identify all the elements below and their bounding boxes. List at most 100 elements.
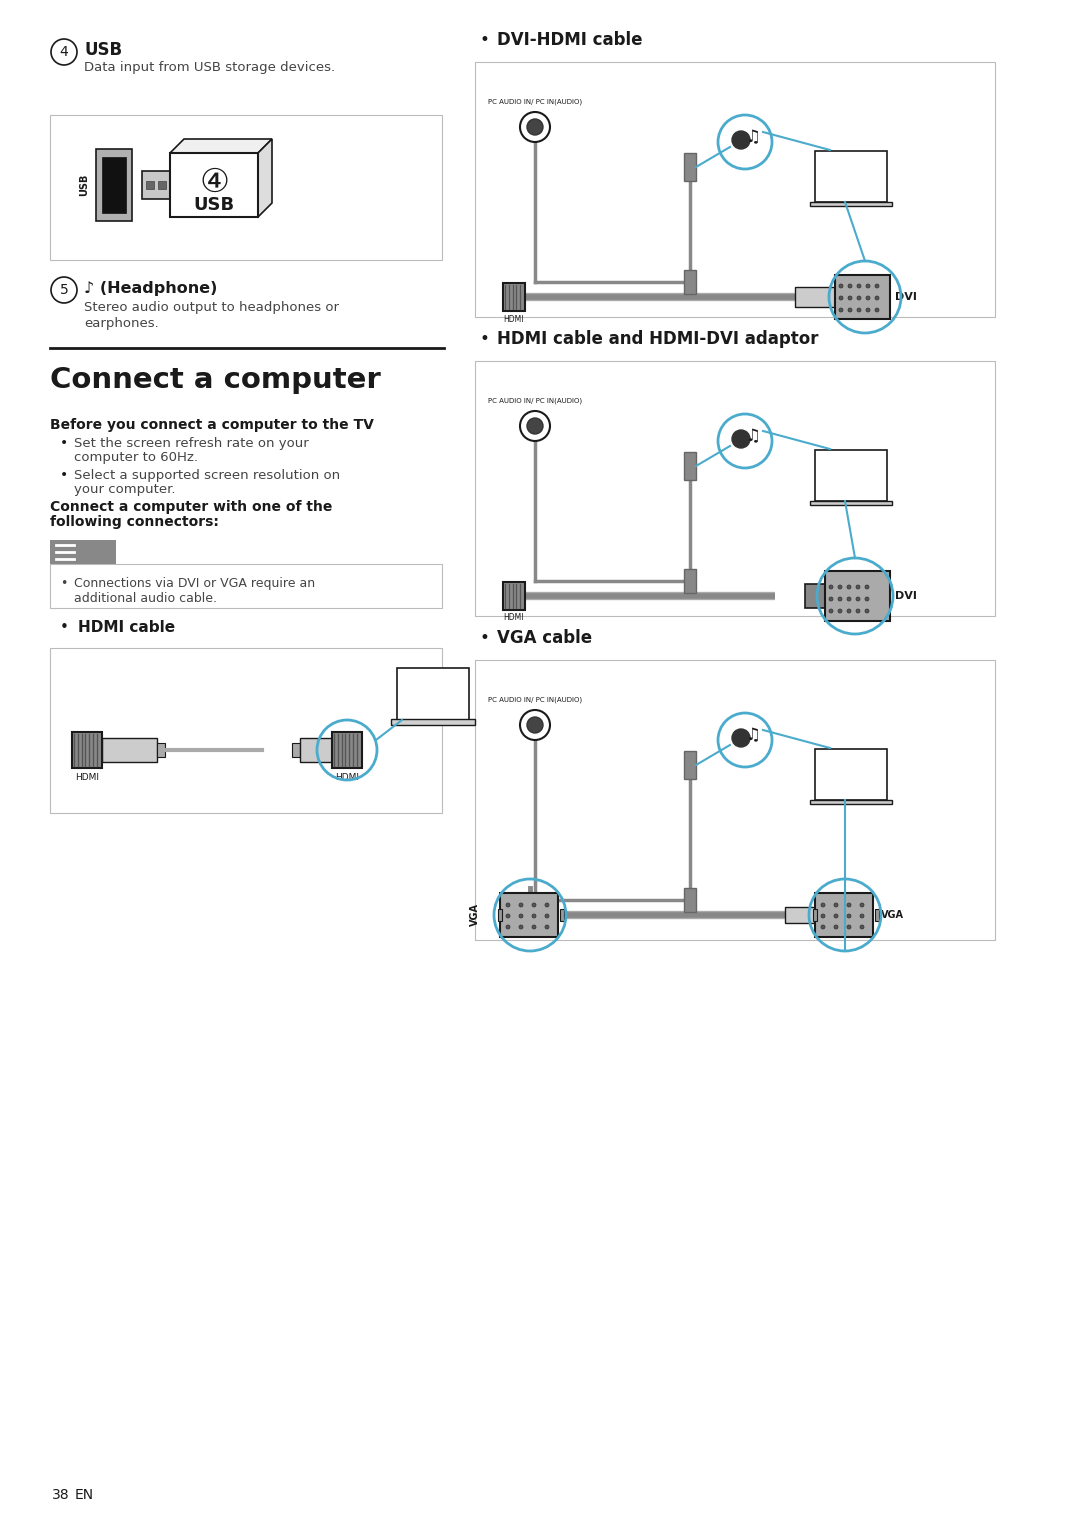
Circle shape bbox=[860, 902, 864, 907]
Bar bbox=[146, 182, 154, 189]
Text: •: • bbox=[60, 437, 68, 450]
Circle shape bbox=[519, 710, 550, 741]
Circle shape bbox=[532, 925, 536, 928]
Text: HDMI cable and HDMI-DVI adaptor: HDMI cable and HDMI-DVI adaptor bbox=[497, 330, 819, 348]
Circle shape bbox=[838, 597, 842, 602]
Text: •: • bbox=[480, 330, 490, 348]
Circle shape bbox=[507, 902, 510, 907]
Bar bbox=[795, 287, 837, 307]
Circle shape bbox=[839, 284, 843, 289]
Bar bbox=[815, 151, 887, 202]
Text: DVI: DVI bbox=[895, 591, 917, 602]
Polygon shape bbox=[170, 139, 272, 153]
Circle shape bbox=[875, 284, 879, 289]
Text: ♫: ♫ bbox=[745, 725, 760, 744]
Text: USB: USB bbox=[84, 41, 122, 60]
Bar bbox=[141, 171, 170, 199]
Text: Note: Note bbox=[82, 545, 111, 559]
Circle shape bbox=[866, 296, 870, 299]
Circle shape bbox=[847, 915, 851, 918]
Text: computer to 60Hz.: computer to 60Hz. bbox=[75, 452, 198, 464]
Circle shape bbox=[821, 902, 825, 907]
Circle shape bbox=[527, 119, 543, 134]
Bar bbox=[810, 800, 892, 805]
Text: HDMI: HDMI bbox=[503, 315, 524, 324]
Circle shape bbox=[519, 915, 523, 918]
Text: your computer.: your computer. bbox=[75, 484, 175, 496]
Text: •: • bbox=[60, 620, 69, 635]
Circle shape bbox=[856, 597, 860, 602]
Circle shape bbox=[519, 411, 550, 441]
Bar bbox=[684, 452, 696, 479]
Circle shape bbox=[829, 597, 833, 602]
Circle shape bbox=[532, 902, 536, 907]
Text: Connect a computer: Connect a computer bbox=[50, 366, 381, 394]
Circle shape bbox=[51, 40, 77, 66]
Bar bbox=[50, 563, 442, 608]
Text: PC AUDIO IN/ PC IN(AUDIO): PC AUDIO IN/ PC IN(AUDIO) bbox=[488, 696, 582, 704]
Text: PC AUDIO IN/ PC IN(AUDIO): PC AUDIO IN/ PC IN(AUDIO) bbox=[488, 397, 582, 405]
Bar bbox=[815, 893, 873, 938]
Bar bbox=[157, 744, 165, 757]
Text: Select a supported screen resolution on: Select a supported screen resolution on bbox=[75, 469, 340, 481]
Bar bbox=[561, 909, 564, 921]
Circle shape bbox=[519, 925, 523, 928]
Bar bbox=[498, 909, 502, 921]
Circle shape bbox=[875, 296, 879, 299]
Bar bbox=[825, 571, 890, 621]
Circle shape bbox=[838, 585, 842, 589]
Text: HDMI: HDMI bbox=[75, 774, 99, 782]
Circle shape bbox=[821, 915, 825, 918]
Circle shape bbox=[51, 276, 77, 302]
Circle shape bbox=[860, 915, 864, 918]
Text: USB: USB bbox=[193, 195, 234, 214]
Bar bbox=[391, 719, 475, 725]
Text: ④: ④ bbox=[199, 165, 229, 199]
Circle shape bbox=[829, 585, 833, 589]
Circle shape bbox=[858, 284, 861, 289]
Bar bbox=[96, 150, 132, 221]
Circle shape bbox=[829, 609, 833, 612]
Text: 5: 5 bbox=[59, 282, 68, 296]
Circle shape bbox=[732, 431, 750, 447]
Text: Data input from USB storage devices.: Data input from USB storage devices. bbox=[84, 61, 335, 75]
Bar bbox=[810, 501, 892, 505]
Text: •: • bbox=[60, 577, 67, 591]
Text: •: • bbox=[60, 467, 68, 483]
Circle shape bbox=[527, 718, 543, 733]
Bar bbox=[158, 182, 166, 189]
Text: Connect a computer with one of the: Connect a computer with one of the bbox=[50, 499, 333, 515]
Bar bbox=[684, 270, 696, 295]
Circle shape bbox=[527, 418, 543, 434]
Bar bbox=[72, 731, 102, 768]
Text: USB: USB bbox=[79, 174, 89, 195]
Text: additional audio cable.: additional audio cable. bbox=[75, 592, 217, 606]
Circle shape bbox=[856, 609, 860, 612]
Bar bbox=[503, 282, 525, 312]
Circle shape bbox=[519, 111, 550, 142]
Bar bbox=[50, 115, 442, 260]
Bar bbox=[102, 157, 126, 212]
Circle shape bbox=[839, 296, 843, 299]
Bar bbox=[102, 738, 157, 762]
Text: ♫: ♫ bbox=[745, 428, 760, 444]
Polygon shape bbox=[258, 139, 272, 217]
Circle shape bbox=[865, 585, 869, 589]
Text: earphones.: earphones. bbox=[84, 316, 159, 330]
Text: VGA: VGA bbox=[470, 904, 480, 927]
Circle shape bbox=[834, 915, 838, 918]
Circle shape bbox=[545, 925, 549, 928]
Bar bbox=[785, 907, 816, 922]
Bar bbox=[810, 202, 892, 206]
Text: Set the screen refresh rate on your: Set the screen refresh rate on your bbox=[75, 437, 309, 449]
Circle shape bbox=[834, 925, 838, 928]
Text: 38: 38 bbox=[52, 1487, 69, 1503]
Text: VGA cable: VGA cable bbox=[497, 629, 592, 647]
Bar bbox=[835, 275, 890, 319]
Text: Connections via DVI or VGA require an: Connections via DVI or VGA require an bbox=[75, 577, 315, 591]
Circle shape bbox=[847, 585, 851, 589]
Circle shape bbox=[847, 902, 851, 907]
Text: •: • bbox=[480, 31, 490, 49]
Bar bbox=[684, 153, 696, 182]
Bar bbox=[503, 582, 525, 609]
